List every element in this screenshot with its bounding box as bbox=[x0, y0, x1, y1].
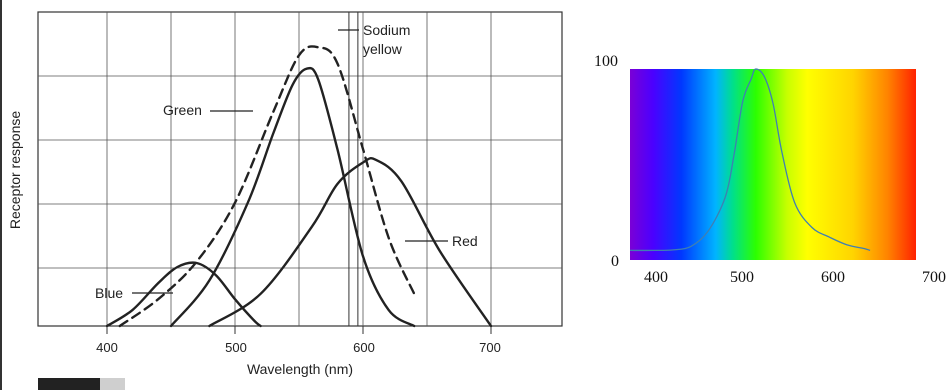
x-axis-title: Wavelength (nm) bbox=[247, 361, 353, 377]
annotation-label: Sodium bbox=[363, 22, 410, 38]
series-line-blue bbox=[105, 261, 262, 328]
annotations: Sodium yellow Green Red Blue bbox=[95, 22, 478, 301]
x-tick-labels: 400 500 600 700 bbox=[644, 269, 946, 286]
x-tick-label: 400 bbox=[644, 269, 668, 286]
scan-artifact-fade bbox=[100, 378, 125, 390]
annotation-label: Blue bbox=[95, 285, 123, 301]
x-tick-label: 500 bbox=[730, 269, 754, 286]
y-tick-label: 0 bbox=[611, 253, 619, 270]
y-tick-label: 100 bbox=[594, 53, 618, 70]
annotation-label: yellow bbox=[363, 41, 403, 57]
left-edge-shadow bbox=[0, 0, 2, 390]
scan-artifact bbox=[38, 378, 100, 390]
spectrum-chart: 100 0 400 500 600 700 bbox=[594, 53, 946, 286]
annotation-label: Green bbox=[163, 102, 202, 118]
series-line-red bbox=[208, 157, 493, 328]
series-line-green bbox=[169, 66, 416, 328]
receptor-response-chart: 400 500 600 700 Wavelength (nm) Receptor… bbox=[7, 11, 563, 377]
x-tick-labels: 400 500 600 700 bbox=[96, 340, 501, 355]
y-axis-title: Receptor response bbox=[7, 111, 23, 230]
annotation-sodium-yellow: Sodium yellow bbox=[338, 22, 410, 57]
spectral-response-line bbox=[629, 68, 871, 252]
x-tick-label: 500 bbox=[225, 340, 247, 355]
series-layer bbox=[629, 68, 871, 252]
x-tick-label: 700 bbox=[479, 340, 501, 355]
series-line-sodium-yellow bbox=[118, 45, 416, 328]
annotation-red: Red bbox=[405, 233, 478, 249]
annotation-label: Red bbox=[452, 233, 478, 249]
plot-frame bbox=[37, 11, 563, 327]
x-tick-label: 700 bbox=[922, 269, 946, 286]
annotation-green: Green bbox=[163, 102, 253, 118]
x-tick-label: 600 bbox=[821, 269, 845, 286]
annotation-blue: Blue bbox=[95, 285, 173, 301]
x-tick-label: 600 bbox=[353, 340, 375, 355]
grid bbox=[38, 12, 562, 334]
x-tick-label: 400 bbox=[96, 340, 118, 355]
spectrum-background bbox=[630, 69, 916, 260]
